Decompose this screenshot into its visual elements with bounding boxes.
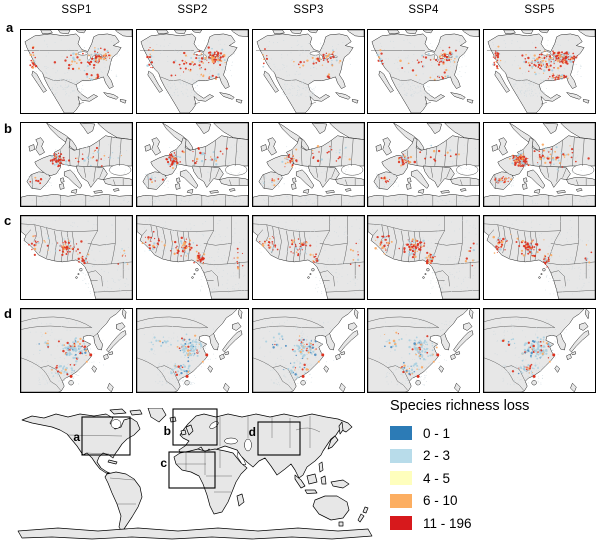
map-panel-c-ssp1 bbox=[20, 215, 133, 300]
map-panel-b-ssp5 bbox=[483, 122, 596, 207]
map-panel-c-ssp2 bbox=[136, 215, 249, 300]
region-box-c bbox=[168, 451, 216, 489]
row-label-d: d bbox=[4, 306, 12, 321]
map-panel-c-ssp4 bbox=[367, 215, 480, 300]
column-header-ssp4: SSP4 bbox=[408, 4, 439, 16]
map-panel-b-ssp4 bbox=[367, 122, 480, 207]
legend-item: 4 - 5 bbox=[390, 467, 595, 490]
region-label-a: a bbox=[73, 430, 80, 444]
column-header-ssp3: SSP3 bbox=[293, 4, 324, 16]
map-panel-b-ssp2 bbox=[136, 122, 249, 207]
legend-class-label: 0 - 1 bbox=[423, 425, 451, 441]
map-panel-c-ssp3 bbox=[252, 215, 365, 300]
row-label-a: a bbox=[6, 20, 14, 35]
legend-title: Species richness loss bbox=[390, 398, 530, 414]
legend-swatch bbox=[390, 471, 412, 486]
column-header-ssp5: SSP5 bbox=[524, 4, 555, 16]
map-panel-b-ssp3 bbox=[252, 122, 365, 207]
legend-class-label: 11 - 196 bbox=[423, 515, 472, 531]
map-panel-d-ssp2 bbox=[136, 308, 249, 393]
map-panel-a-ssp1 bbox=[20, 29, 133, 114]
legend-swatch bbox=[390, 426, 412, 441]
map-panel-d-ssp1 bbox=[20, 308, 133, 393]
region-box-d bbox=[257, 421, 301, 456]
region-box-a bbox=[81, 416, 131, 456]
map-panel-d-ssp5 bbox=[483, 308, 596, 393]
region-box-b bbox=[172, 408, 218, 446]
map-panel-a-ssp2 bbox=[136, 29, 249, 114]
map-panel-d-ssp4 bbox=[367, 308, 480, 393]
legend: Species richness loss 0 - 1 2 - 3 4 - 5 … bbox=[390, 398, 595, 535]
legend-class-label: 2 - 3 bbox=[423, 448, 451, 464]
legend-class-label: 4 - 5 bbox=[423, 470, 451, 486]
map-panel-d-ssp3 bbox=[252, 308, 365, 393]
row-label-b: b bbox=[4, 121, 12, 136]
region-label-c: c bbox=[160, 456, 167, 470]
legend-item: 0 - 1 bbox=[390, 422, 595, 445]
region-label-d: d bbox=[249, 425, 256, 439]
map-panel-b-ssp1 bbox=[20, 122, 133, 207]
legend-swatch bbox=[390, 448, 412, 463]
row-label-c: c bbox=[4, 213, 12, 228]
map-panel-a-ssp3 bbox=[252, 29, 365, 114]
legend-item: 2 - 3 bbox=[390, 445, 595, 468]
column-header-ssp1: SSP1 bbox=[61, 4, 92, 16]
map-panel-a-ssp4 bbox=[367, 29, 480, 114]
legend-swatch bbox=[390, 516, 412, 531]
legend-class-label: 6 - 10 bbox=[423, 493, 458, 509]
world-overview-map: a b c d bbox=[17, 408, 373, 540]
legend-item: 6 - 10 bbox=[390, 490, 595, 513]
legend-item: 11 - 196 bbox=[390, 512, 595, 535]
map-panel-a-ssp5 bbox=[483, 29, 596, 114]
legend-swatch bbox=[390, 493, 412, 508]
map-panel-c-ssp5 bbox=[483, 215, 596, 300]
column-header-ssp2: SSP2 bbox=[177, 4, 208, 16]
region-label-b: b bbox=[164, 424, 171, 438]
